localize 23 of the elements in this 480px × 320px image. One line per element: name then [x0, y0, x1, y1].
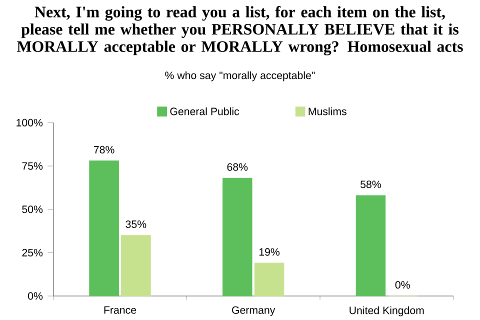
y-tick-label: 100%	[16, 118, 43, 126]
bar	[356, 195, 386, 296]
bar	[89, 160, 119, 296]
x-tick-label: United Kingdom	[350, 306, 424, 316]
chart-subtitle: % who say "morally acceptable"	[165, 71, 315, 82]
data-label: 35%	[126, 220, 146, 228]
data-label: 0%	[395, 281, 410, 289]
y-tick-label: 50%	[22, 206, 43, 214]
bar	[121, 235, 151, 296]
legend-label: Muslims	[308, 107, 346, 116]
data-label: 19%	[259, 248, 280, 256]
y-tick-label: 0%	[28, 292, 43, 300]
data-label: 68%	[227, 163, 248, 171]
data-label: 78%	[94, 146, 114, 154]
x-tick-label: France	[104, 306, 136, 314]
bar	[222, 178, 252, 296]
data-label: 58%	[360, 180, 381, 188]
y-tick-label: 25%	[22, 248, 43, 256]
y-tick-label: 75%	[22, 162, 43, 170]
legend-label: General Public	[170, 107, 240, 116]
chart-title: Next, I'm going to read you a list, for each item on the list, please tell me whether you PERSONALLY BELIEVE that it is MORALLY acceptable or MORALLY wrong? Homosexual acts	[16, 6, 463, 56]
bar	[254, 262, 284, 296]
x-tick-label: Germany	[232, 306, 276, 316]
